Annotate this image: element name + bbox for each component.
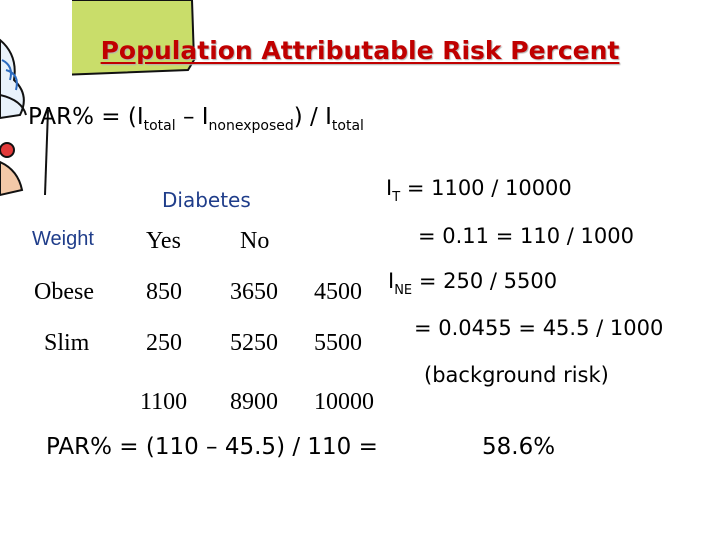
table-row-label: Obese (34, 279, 94, 305)
it-sub: T (392, 190, 401, 205)
table-row-header: Weight (32, 228, 94, 250)
table-col-total: 8900 (230, 389, 278, 415)
table-col-total: 1100 (140, 389, 188, 415)
formula-sub-nonexposed: nonexposed (208, 118, 294, 134)
ine-expr: = 250 / 5500 (412, 269, 558, 293)
table-cell: 850 (146, 279, 182, 305)
page-title: Population Attributable Risk Percent (100, 36, 620, 65)
par-formula: PAR% = (Itotal – Inonexposed) / Itotal (28, 104, 364, 134)
table-group-header: Diabetes (162, 188, 251, 212)
ine-sub: NE (394, 283, 413, 298)
background-risk-note: (background risk) (424, 363, 609, 387)
par-calculation: PAR% = (110 – 45.5) / 110 = (46, 434, 378, 460)
table-cell: 3650 (230, 279, 278, 305)
table-row-label: Slim (44, 330, 90, 356)
formula-mid: – I (175, 104, 209, 130)
formula-tail: ) / I (293, 104, 332, 130)
table-cell: 250 (146, 330, 182, 356)
cartoon-clipart (0, 0, 196, 200)
it-expr: = 1100 / 10000 (400, 176, 572, 200)
formula-lead: PAR% = (I (28, 104, 144, 130)
it-result: = 0.11 = 110 / 1000 (418, 224, 634, 248)
it-equation: IT = 1100 / 10000 (386, 176, 572, 205)
ine-equation: INE = 250 / 5500 (388, 269, 557, 298)
table-col-yes: Yes (146, 228, 181, 254)
ine-result: = 0.0455 = 45.5 / 1000 (414, 316, 664, 340)
table-cell: 5250 (230, 330, 278, 356)
it-prefix: I (386, 176, 393, 200)
table-row-total: 5500 (314, 330, 362, 356)
formula-sub-total-2: total (331, 118, 364, 134)
table-grand-total: 10000 (314, 389, 374, 415)
table-col-no: No (240, 228, 270, 254)
table-row-total: 4500 (314, 279, 362, 305)
ine-prefix: I (388, 269, 395, 293)
par-result: 58.6% (482, 434, 556, 460)
formula-sub-total: total (143, 118, 176, 134)
